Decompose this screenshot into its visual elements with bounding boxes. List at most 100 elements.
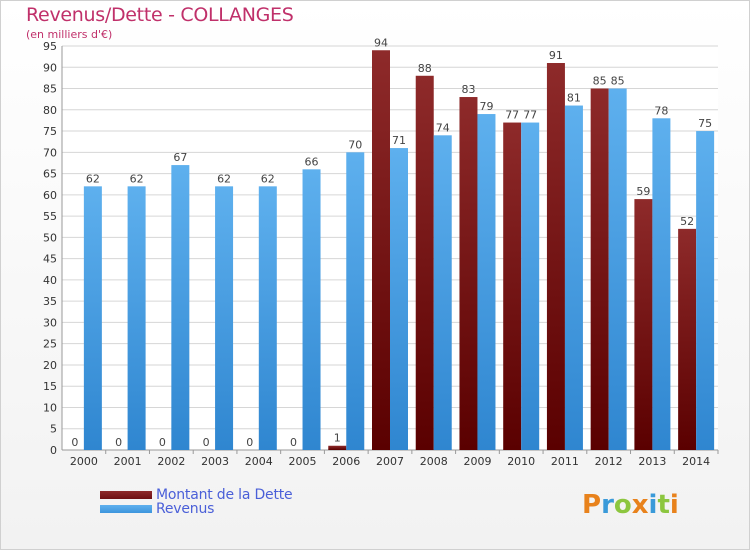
x-tick-label: 2000 — [70, 455, 98, 468]
data-label-revenus: 70 — [348, 138, 362, 151]
y-tick-label: 10 — [43, 401, 57, 414]
bar-dette — [372, 50, 390, 451]
x-tick-label: 2004 — [245, 455, 273, 468]
x-tick-label: 2002 — [157, 455, 185, 468]
bar-dette — [503, 122, 522, 451]
bar-dette — [546, 63, 565, 450]
bar-revenus — [302, 169, 321, 451]
bar-revenus — [83, 186, 102, 450]
legend-label-revenus: Revenus — [156, 501, 215, 517]
data-label-dette: 1 — [334, 432, 341, 445]
x-tick-label: 2007 — [376, 455, 404, 468]
data-label-revenus: 75 — [698, 117, 712, 130]
data-label-dette: 0 — [71, 436, 78, 449]
bar-revenus — [127, 186, 146, 450]
bar-revenus — [433, 135, 452, 450]
bar-revenus — [477, 114, 496, 450]
data-label-dette: 0 — [203, 436, 210, 449]
data-label-revenus: 62 — [261, 172, 275, 185]
logo-letter: o — [613, 490, 632, 520]
data-label-revenus: 74 — [436, 121, 450, 134]
y-tick-label: 15 — [43, 380, 57, 393]
bar-revenus — [390, 148, 408, 450]
chart-subtitle: (en milliers d'€) — [26, 28, 113, 41]
data-label-revenus: 79 — [479, 100, 493, 113]
bar-revenus — [215, 186, 234, 450]
y-tick-label: 90 — [43, 61, 57, 74]
legend-label-dette: Montant de la Dette — [156, 487, 293, 503]
data-label-revenus: 85 — [611, 75, 625, 88]
legend-swatch-revenus — [100, 505, 152, 513]
x-tick-label: 2012 — [595, 455, 623, 468]
logo-letter: i — [669, 490, 679, 520]
x-tick-label: 2014 — [682, 455, 710, 468]
y-tick-label: 20 — [43, 359, 57, 372]
data-label-dette: 77 — [505, 109, 519, 122]
x-tick-label: 2003 — [201, 455, 229, 468]
y-tick-label: 70 — [43, 146, 57, 159]
data-label-dette: 85 — [593, 75, 607, 88]
data-label-revenus: 62 — [130, 172, 144, 185]
x-tick-label: 2013 — [638, 455, 666, 468]
y-tick-label: 80 — [43, 104, 57, 117]
data-label-dette: 83 — [461, 83, 475, 96]
data-label-dette: 0 — [115, 436, 122, 449]
x-tick-label: 2001 — [114, 455, 142, 468]
data-label-dette: 88 — [418, 62, 432, 75]
data-label-dette: 0 — [246, 436, 253, 449]
data-label-dette: 0 — [290, 436, 297, 449]
logo-letter: i — [648, 490, 658, 520]
legend-item-revenus: Revenus — [100, 501, 214, 517]
y-tick-label: 95 — [43, 40, 57, 53]
y-tick-label: 0 — [50, 444, 57, 457]
data-label-revenus: 67 — [173, 151, 187, 164]
y-tick-label: 50 — [43, 231, 57, 244]
data-label-revenus: 62 — [217, 172, 231, 185]
data-label-revenus: 81 — [567, 92, 581, 105]
bar-dette — [678, 228, 697, 450]
logo-letter: P — [582, 490, 602, 520]
y-tick-label: 30 — [43, 316, 57, 329]
x-tick-label: 2009 — [463, 455, 491, 468]
bar-dette — [634, 199, 653, 450]
data-label-revenus: 66 — [305, 155, 319, 168]
x-tick-label: 2011 — [551, 455, 579, 468]
data-label-dette: 59 — [636, 185, 650, 198]
y-tick-label: 55 — [43, 210, 57, 223]
x-tick-label: 2010 — [507, 455, 535, 468]
legend-item-dette: Montant de la Dette — [100, 487, 293, 503]
bar-revenus — [258, 186, 277, 450]
y-tick-label: 25 — [43, 338, 57, 351]
bar-revenus — [346, 152, 365, 450]
y-tick-label: 35 — [43, 295, 57, 308]
proxiti-logo: Proxiti — [582, 490, 679, 520]
data-label-dette: 94 — [374, 36, 388, 49]
x-tick-label: 2006 — [332, 455, 360, 468]
data-label-dette: 0 — [159, 436, 166, 449]
bar-dette — [590, 88, 609, 451]
bar-revenus — [696, 131, 715, 451]
bar-dette — [415, 75, 434, 450]
logo-letter: x — [631, 490, 649, 520]
y-tick-label: 45 — [43, 253, 57, 266]
y-tick-label: 85 — [43, 83, 57, 96]
y-tick-label: 75 — [43, 125, 57, 138]
bar-revenus — [564, 105, 583, 451]
chart-title: Revenus/Dette - COLLANGES — [26, 4, 294, 26]
bar-revenus — [608, 88, 627, 451]
y-tick-label: 60 — [43, 189, 57, 202]
data-label-revenus: 71 — [392, 134, 406, 147]
y-tick-label: 65 — [43, 168, 57, 181]
bar-dette — [459, 97, 478, 450]
bar-revenus — [171, 165, 190, 451]
data-label-dette: 52 — [680, 215, 694, 228]
bar-revenus — [652, 118, 671, 450]
legend-swatch-dette — [100, 491, 152, 499]
bar-dette — [328, 445, 347, 450]
logo-letter: t — [657, 490, 670, 520]
data-label-revenus: 62 — [86, 172, 100, 185]
logo-letter: r — [601, 490, 614, 520]
y-tick-label: 5 — [50, 423, 57, 436]
data-label-dette: 91 — [549, 49, 563, 62]
